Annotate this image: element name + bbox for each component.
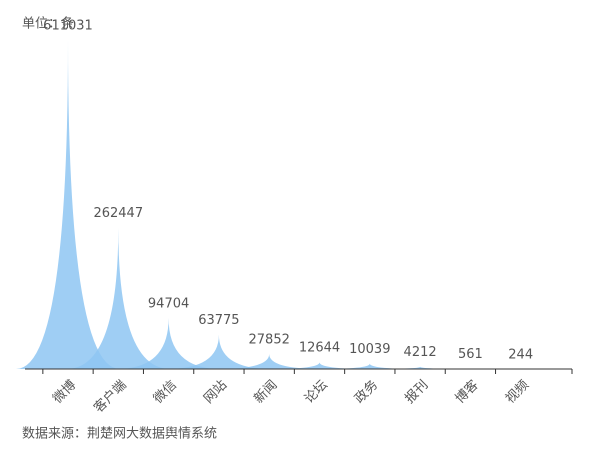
value-label: 27852 bbox=[249, 333, 290, 348]
x-tick-label: 论坛 bbox=[302, 378, 331, 407]
spike bbox=[217, 354, 322, 369]
value-label: 244 bbox=[508, 347, 533, 362]
value-label: 262447 bbox=[93, 206, 143, 221]
x-tick-label: 微信 bbox=[151, 378, 180, 407]
x-tick-label: 客户端 bbox=[91, 377, 130, 416]
source-note: 数据来源：荆楚网大数据舆情系统 bbox=[22, 426, 217, 442]
spike bbox=[368, 366, 473, 369]
spike bbox=[166, 334, 271, 369]
x-tick-label: 博客 bbox=[452, 377, 482, 407]
value-label: 561 bbox=[458, 347, 483, 362]
x-tick-label: 报刊 bbox=[402, 378, 431, 407]
value-label: 4212 bbox=[404, 345, 437, 360]
value-label: 63775 bbox=[198, 313, 239, 328]
unit-label: 单位：条 bbox=[22, 16, 74, 32]
x-tick-label: 网站 bbox=[201, 378, 230, 407]
x-tick-label: 微博 bbox=[50, 378, 79, 407]
spike bbox=[267, 362, 372, 369]
spike bbox=[66, 227, 171, 369]
x-tick-label: 视频 bbox=[503, 378, 532, 407]
value-label: 12644 bbox=[299, 341, 340, 356]
x-tick-label: 新闻 bbox=[251, 377, 281, 407]
x-tick-label: 政务 bbox=[351, 377, 381, 407]
spike bbox=[116, 318, 221, 369]
spike bbox=[317, 363, 422, 369]
value-label: 94704 bbox=[148, 297, 189, 312]
value-label: 10039 bbox=[349, 342, 390, 357]
spike bbox=[16, 40, 120, 369]
value-label: 611031 bbox=[43, 19, 93, 34]
